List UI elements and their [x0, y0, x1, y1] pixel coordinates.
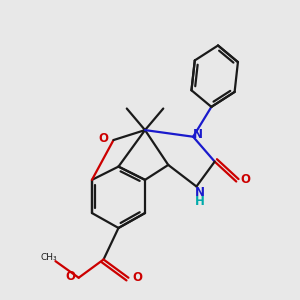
Text: O: O — [241, 173, 250, 186]
Text: H: H — [195, 195, 205, 208]
Text: O: O — [98, 132, 109, 145]
Text: N: N — [193, 128, 203, 141]
Text: CH₃: CH₃ — [40, 253, 57, 262]
Text: O: O — [65, 270, 75, 283]
Text: O: O — [133, 271, 143, 284]
Text: N: N — [195, 186, 205, 199]
